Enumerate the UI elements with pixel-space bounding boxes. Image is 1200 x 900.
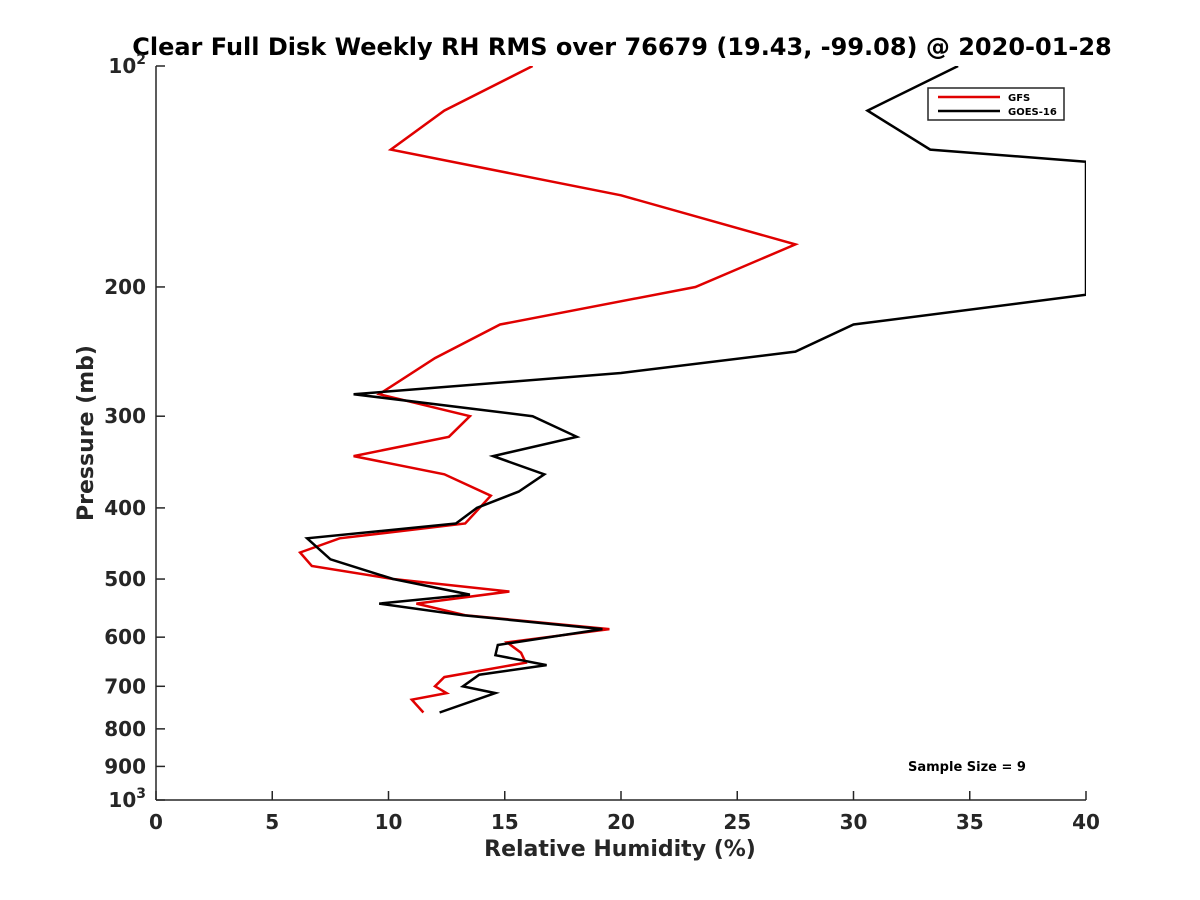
- y-tick-label: 600: [104, 625, 146, 649]
- legend-box: [927, 87, 1065, 121]
- y-tick-base: 10: [108, 54, 136, 78]
- x-tick-label: 30: [840, 810, 868, 834]
- x-axis-label: Relative Humidity (%): [484, 837, 756, 862]
- y-tick-label: 102: [108, 52, 146, 78]
- y-tick-base: 10: [108, 788, 136, 812]
- x-tick-label: 0: [149, 810, 163, 834]
- y-axis-label: Pressure (mb): [74, 345, 99, 521]
- y-tick-label: 300: [104, 404, 146, 428]
- y-tick-label: 800: [104, 717, 146, 741]
- plot-area: 0 5 10 15 20 25 30 35 40102200300400500600700800…: [104, 52, 1100, 834]
- y-tick-label: 900: [104, 754, 146, 778]
- x-tick-label: 15: [491, 810, 519, 834]
- y-tick-exponent: 3: [136, 786, 146, 802]
- x-tick-label: 40: [1072, 810, 1100, 834]
- chart-title: Clear Full Disk Weekly RH RMS over 76679…: [132, 33, 1112, 61]
- y-tick-label: 500: [104, 567, 146, 591]
- y-tick-label: 700: [104, 674, 146, 698]
- y-tick-label: 200: [104, 275, 146, 299]
- x-tick-label: 35: [956, 810, 984, 834]
- y-tick-label: 400: [104, 496, 146, 520]
- series-line-gfs: [297, 66, 800, 714]
- sample-size-annotation: Sample Size = 9: [908, 760, 1026, 775]
- legend-entry-label: GOES-16: [1008, 107, 1057, 118]
- x-tick-label: 25: [723, 810, 751, 834]
- legend-entry-label: GFS: [1008, 93, 1030, 104]
- y-tick-exponent: 2: [136, 52, 146, 68]
- x-tick-label: 5: [265, 810, 279, 834]
- x-tick-label: 20: [607, 810, 635, 834]
- legend: GFS GOES-16: [927, 87, 1065, 121]
- series-line-goes-16: [304, 66, 1086, 714]
- y-tick-label: 103: [108, 786, 146, 812]
- x-tick-label: 10: [375, 810, 403, 834]
